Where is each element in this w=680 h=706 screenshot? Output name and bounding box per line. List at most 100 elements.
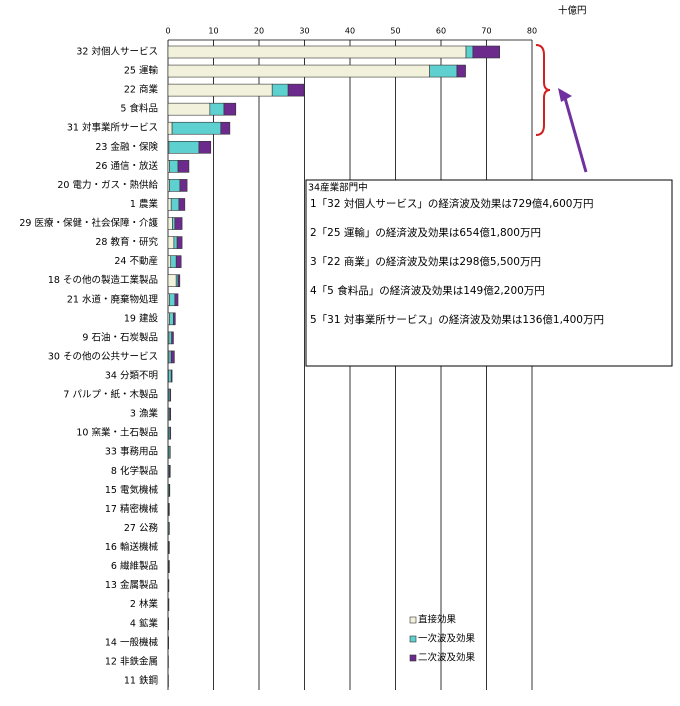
bar-segment [169, 160, 178, 172]
y-tick-label: 24 不動産 [114, 255, 158, 267]
bar-segment [168, 84, 272, 96]
y-tick-label: 7 パルプ・紙・木製品 [63, 389, 158, 401]
bar-segment [173, 313, 175, 325]
y-tick-label: 23 金融・保険 [95, 141, 158, 153]
y-tick-label: 16 輸送機械 [105, 541, 159, 553]
bar-segment [168, 46, 466, 58]
y-tick-label: 28 教育・研究 [95, 236, 158, 248]
y-tick-label: 11 鉄鋼 [124, 674, 158, 686]
unit-label: 十億円 [558, 5, 587, 17]
arrow [565, 98, 586, 172]
bar-segment [171, 198, 179, 210]
bar-segment [175, 294, 178, 306]
bar-segment [178, 275, 180, 287]
bar-segment [473, 46, 500, 58]
annotation-line: 4「5 食料品」の経済波及効果は149億2,200万円 [310, 284, 545, 297]
bar-segment [170, 427, 171, 439]
annotation-title: 34産業部門中 [308, 182, 368, 194]
bar-segment [171, 351, 174, 363]
bar-segment [180, 179, 187, 191]
bar-segment [176, 256, 181, 268]
bar-segment [170, 408, 171, 420]
x-tick-label: 60 [436, 27, 446, 36]
bar-segment [173, 218, 175, 230]
annotation-line: 5「31 対事業所サービス」の経済波及効果は136億1,400万円 [310, 313, 604, 326]
legend-label: 一次波及効果 [418, 633, 476, 645]
y-tick-label: 15 電気機械 [105, 484, 159, 496]
annotation-line: 1「32 対個人サービス」の経済波及効果は729億4,600万円 [310, 197, 593, 210]
bar-segment [288, 84, 304, 96]
legend-label: 二次波及効果 [418, 652, 476, 664]
legend-swatch [410, 636, 416, 642]
bar-segment [224, 103, 236, 115]
bar-segment [172, 332, 174, 344]
bar-segment [177, 237, 182, 249]
y-tick-label: 19 建設 [124, 312, 159, 324]
annotation-line: 2「25 運輸」の経済波及効果は654億1,800万円 [310, 226, 541, 239]
bar-segment [457, 65, 466, 77]
y-tick-label: 33 事務用品 [105, 446, 158, 458]
y-tick-label: 22 商業 [124, 84, 159, 96]
y-tick-label: 30 その他の公共サービス [48, 350, 158, 362]
y-tick-label: 25 運輸 [124, 65, 159, 77]
bar-segment [210, 103, 224, 115]
y-tick-label: 14 一般機械 [105, 636, 159, 648]
x-tick-label: 50 [390, 27, 400, 36]
bar-segment [170, 389, 171, 401]
x-tick-label: 40 [345, 27, 355, 36]
bar-segment [168, 256, 171, 268]
bar-segment [466, 46, 473, 58]
y-tick-label: 32 対個人サービス [76, 46, 158, 58]
annotation-line: 3「22 商業」の経済波及効果は298億5,500万円 [310, 255, 541, 268]
y-tick-label: 29 医療・保健・社会保障・介護 [19, 217, 158, 229]
bar-segment [172, 122, 221, 134]
y-tick-label: 26 通信・放送 [95, 160, 158, 172]
bar-segment [168, 198, 171, 210]
y-tick-label: 8 化学製品 [111, 465, 158, 477]
y-tick-label: 17 精密機械 [105, 503, 159, 515]
bar-segment [168, 370, 171, 382]
bar-segment [430, 65, 457, 77]
x-tick-label: 30 [299, 27, 309, 36]
bar-segment [169, 141, 199, 153]
bar-segment [168, 122, 172, 134]
bar-segment [169, 294, 174, 306]
y-tick-label: 9 石油・石炭製品 [82, 331, 158, 343]
bar-segment [175, 218, 182, 230]
legend-swatch [410, 617, 416, 623]
bar-segment [168, 103, 210, 115]
y-tick-label: 1 農業 [130, 198, 159, 210]
bar-segment [169, 351, 171, 363]
bar-segment [168, 237, 174, 249]
bar-segment [168, 218, 173, 230]
legend-swatch [410, 655, 416, 661]
bar-segment [168, 275, 176, 287]
y-tick-label: 18 その他の製造工業製品 [48, 274, 158, 286]
bar-segment [221, 122, 230, 134]
y-tick-label: 3 漁業 [130, 408, 159, 420]
y-tick-label: 10 窯業・土石製品 [76, 427, 158, 439]
bar-segment [174, 237, 177, 249]
y-tick-label: 21 水道・廃棄物処理 [67, 293, 159, 305]
x-tick-label: 80 [527, 27, 537, 36]
bar-segment [272, 84, 288, 96]
x-tick-label: 70 [481, 27, 491, 36]
bar-segment [169, 179, 179, 191]
y-tick-label: 20 電力・ガス・熱供給 [57, 179, 158, 191]
y-tick-label: 12 非鉄金属 [105, 655, 158, 667]
bar-segment [169, 465, 170, 477]
y-tick-label: 4 鉱業 [130, 617, 159, 629]
bar-segment [199, 141, 211, 153]
brace [536, 45, 550, 135]
bar-segment [171, 370, 172, 382]
y-tick-label: 5 食料品 [120, 103, 158, 115]
bar-segment [168, 65, 430, 77]
y-tick-label: 31 対事業所サービス [67, 122, 158, 134]
y-tick-label: 13 金属製品 [105, 579, 158, 591]
bar-segment [169, 313, 173, 325]
y-tick-label: 2 林業 [130, 598, 159, 610]
bar-segment [178, 160, 189, 172]
bar-segment [169, 332, 172, 344]
